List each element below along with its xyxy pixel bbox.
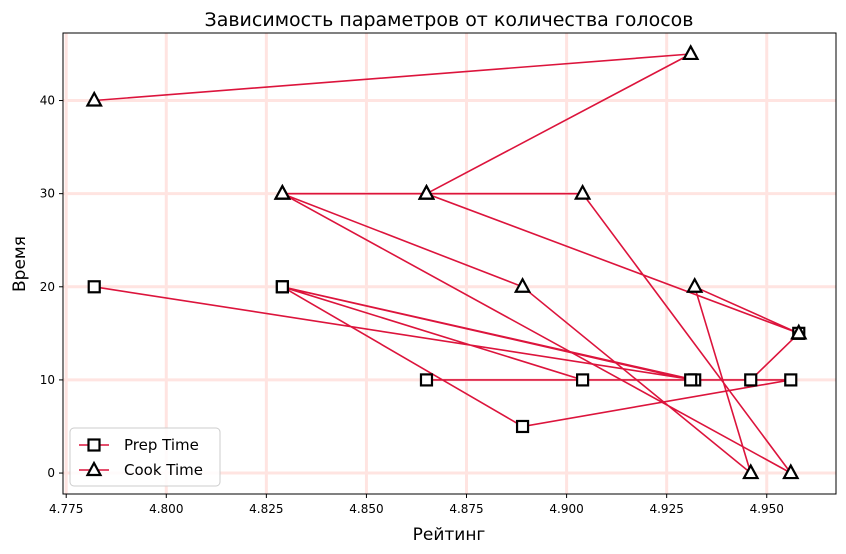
series-markers (85, 44, 808, 480)
data-point-prep-time (784, 373, 798, 387)
legend-marker-triangle (85, 460, 103, 477)
data-point-cook-time (85, 90, 103, 107)
x-tick-label: 4.800 (149, 502, 183, 516)
data-point-prep-time (419, 373, 434, 387)
plot-frame (62, 32, 837, 495)
legend-label-cook-time: Cook Time (124, 461, 203, 479)
y-tick-label: 40 (40, 94, 55, 108)
x-tick-label: 4.850 (349, 502, 383, 516)
x-tick-label: 4.775 (49, 502, 83, 516)
data-point-cook-time (790, 323, 808, 340)
data-point-prep-time (576, 373, 590, 387)
data-point-cook-time (742, 463, 760, 480)
x-axis-ticks: 4.775 4.800 4.825 4.850 4.875 4.900 4.925 4.950 (49, 494, 784, 516)
chart-title: Зависимость параметров от количества гол… (205, 9, 694, 31)
x-axis-label: Рейтинг (413, 525, 486, 545)
data-point-cook-time (273, 183, 292, 200)
data-point-cook-time (417, 183, 436, 200)
legend-label-prep-time: Prep Time (124, 436, 199, 454)
x-tick-label: 4.825 (249, 502, 283, 516)
y-axis-label: Время (10, 236, 30, 292)
data-point-cook-time (686, 276, 704, 293)
series-line-cook-time (94, 53, 800, 476)
legend-box (69, 427, 221, 487)
y-tick-label: 20 (40, 280, 55, 294)
x-tick-label: 4.875 (449, 502, 483, 516)
data-point-prep-time (684, 373, 698, 387)
data-point-cook-time (782, 463, 800, 480)
grid (63, 33, 836, 494)
data-point-cook-time (682, 44, 700, 61)
y-tick-label: 10 (40, 373, 55, 387)
x-tick-label: 4.900 (549, 502, 583, 516)
data-point-prep-time (515, 419, 530, 434)
legend: Prep Time Cook Time (69, 427, 221, 487)
legend-marker-square (87, 438, 101, 452)
x-tick-label: 4.950 (750, 502, 784, 516)
data-point-cook-time (513, 276, 532, 293)
data-point-cook-time (573, 183, 592, 200)
y-axis-ticks: 0 10 20 30 40 (40, 94, 63, 480)
series-line-prep-time (94, 286, 800, 428)
series-lines (94, 53, 800, 476)
y-tick-label: 0 (47, 466, 55, 480)
data-point-prep-time (744, 373, 758, 387)
data-point-prep-time (87, 280, 101, 294)
data-point-prep-time (275, 280, 289, 294)
y-tick-label: 30 (40, 187, 55, 201)
x-tick-label: 4.925 (649, 502, 683, 516)
